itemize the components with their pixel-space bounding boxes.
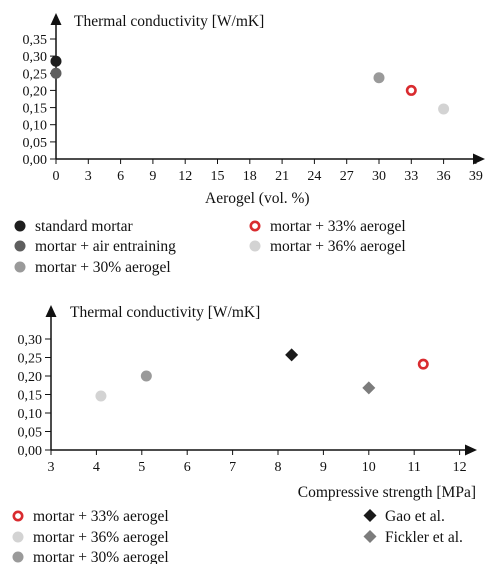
- y-tick-label: 0,30: [18, 333, 43, 348]
- legend-item: mortar + 36% aerogel: [12, 529, 169, 546]
- legend-marker: [363, 530, 377, 543]
- y-tick-label: 0,25: [23, 67, 48, 82]
- legend-item: mortar + 33% aerogel: [12, 508, 169, 525]
- x-tick-label: 0: [53, 169, 60, 184]
- x-tick-label: 33: [404, 169, 418, 184]
- x-tick-label: 3: [48, 460, 55, 475]
- legend-marker: [14, 261, 26, 273]
- legend-label: mortar + air entraining: [35, 238, 176, 255]
- legend-marker: [12, 531, 24, 543]
- chart-1-x-axis-arrow: [473, 153, 485, 165]
- chart-2-point-series-4: [362, 381, 376, 395]
- y-tick-label: 0,00: [18, 444, 43, 459]
- legend-label: mortar + 30% aerogel: [35, 259, 171, 276]
- chart-2-title: Thermal conductivity [W/mK]: [70, 304, 260, 321]
- chart-2-x-ticks: 3 4 5 6 7 8 9 10 11 12: [48, 450, 467, 475]
- y-tick-label: 0,10: [18, 407, 43, 422]
- legend-item: mortar + 30% aerogel: [14, 259, 171, 276]
- x-tick-label: 15: [211, 169, 225, 184]
- y-tick-label: 0,20: [23, 84, 48, 99]
- legend-label: Gao et al.: [385, 508, 445, 525]
- chart-2-points: [95, 348, 429, 402]
- chart-1-y-axis-arrow: [50, 13, 62, 25]
- x-tick-label: 36: [437, 169, 451, 184]
- x-tick-label: 10: [362, 460, 376, 475]
- x-tick-label: 39: [469, 169, 483, 184]
- x-tick-label: 8: [275, 460, 282, 475]
- legend-label: standard mortar: [35, 218, 134, 235]
- chart-1: Thermal conductivity [W/mK] Aerogel (vol…: [14, 13, 485, 276]
- x-tick-label: 5: [138, 460, 145, 475]
- legend-marker: [363, 509, 377, 522]
- y-tick-label: 0,05: [23, 136, 48, 151]
- legend-label: mortar + 30% aerogel: [33, 549, 169, 564]
- y-tick-label: 0,10: [23, 119, 48, 134]
- x-tick-label: 18: [243, 169, 257, 184]
- chart-2-y-axis-arrow: [45, 305, 57, 317]
- x-tick-label: 12: [178, 169, 192, 184]
- legend-label: mortar + 33% aerogel: [33, 508, 169, 525]
- chart-1-legend: standard mortar mortar + air entraining …: [14, 218, 406, 276]
- chart-1-x-label: Aerogel (vol. %): [205, 190, 310, 207]
- x-tick-label: 30: [372, 169, 386, 184]
- x-tick-label: 21: [275, 169, 289, 184]
- x-tick-label: 9: [149, 169, 156, 184]
- legend-marker: [14, 220, 26, 232]
- x-tick-label: 24: [307, 169, 321, 184]
- x-tick-label: 27: [340, 169, 354, 184]
- chart-2-x-axis-arrow: [465, 444, 477, 456]
- x-tick-label: 6: [117, 169, 124, 184]
- x-tick-label: 7: [229, 460, 236, 475]
- chart-1-points: [50, 55, 450, 115]
- y-tick-label: 0,30: [23, 50, 48, 65]
- y-tick-label: 0,15: [23, 102, 48, 117]
- chart-2-legend: mortar + 33% aerogel mortar + 36% aeroge…: [12, 508, 463, 564]
- x-tick-label: 4: [93, 460, 100, 475]
- legend-marker: [14, 240, 26, 252]
- legend-marker: [249, 220, 261, 232]
- chart-1-point-series-0: [50, 55, 62, 67]
- chart-1-point-series-3: [405, 84, 417, 96]
- legend-marker: [12, 551, 24, 563]
- chart-2-point-series-1: [95, 390, 107, 402]
- y-tick-label: 0,00: [23, 153, 48, 168]
- chart-1-x-ticks: 0 3 6 9 12 15 18 21 24 27 30 33 36: [53, 159, 483, 184]
- y-tick-label: 0,05: [18, 426, 43, 441]
- chart-1-point-series-1: [50, 67, 62, 79]
- chart-1-y-ticks: 0,00 0,05 0,10 0,15 0,20 0,25 0,30 0,35: [23, 33, 56, 168]
- x-tick-label: 11: [407, 460, 420, 475]
- legend-item: mortar + 36% aerogel: [249, 238, 406, 255]
- chart-2-x-label: Compressive strength [MPa]: [298, 484, 476, 501]
- chart-2-point-series-0: [417, 358, 429, 370]
- y-tick-label: 0,15: [18, 389, 43, 404]
- chart-2: Thermal conductivity [W/mK] Compressive …: [12, 304, 477, 564]
- legend-item: mortar + 30% aerogel: [12, 549, 169, 564]
- legend-marker: [12, 510, 24, 522]
- x-tick-label: 12: [453, 460, 467, 475]
- chart-1-point-series-4: [438, 103, 450, 115]
- legend-label: mortar + 36% aerogel: [33, 529, 169, 546]
- x-tick-label: 9: [320, 460, 327, 475]
- legend-label: mortar + 33% aerogel: [270, 218, 406, 235]
- legend-label: mortar + 36% aerogel: [270, 238, 406, 255]
- y-tick-label: 0,25: [18, 352, 43, 367]
- legend-item: mortar + 33% aerogel: [249, 218, 406, 235]
- legend-marker: [249, 240, 261, 252]
- legend-item: Fickler et al.: [363, 529, 463, 546]
- x-tick-label: 3: [85, 169, 92, 184]
- legend-label: Fickler et al.: [385, 529, 463, 546]
- y-tick-label: 0,20: [18, 370, 43, 385]
- legend-item: mortar + air entraining: [14, 238, 176, 255]
- chart-2-y-ticks: 0,00 0,05 0,10 0,15 0,20 0,25 0,30: [18, 333, 51, 459]
- y-tick-label: 0,35: [23, 33, 48, 48]
- legend-item: standard mortar: [14, 218, 134, 235]
- x-tick-label: 6: [184, 460, 191, 475]
- chart-2-point-series-3: [285, 348, 299, 362]
- chart-1-point-series-2: [373, 72, 385, 84]
- chart-1-title: Thermal conductivity [W/mK]: [74, 13, 264, 30]
- chart-2-point-series-2: [140, 370, 152, 382]
- legend-item: Gao et al.: [363, 508, 445, 525]
